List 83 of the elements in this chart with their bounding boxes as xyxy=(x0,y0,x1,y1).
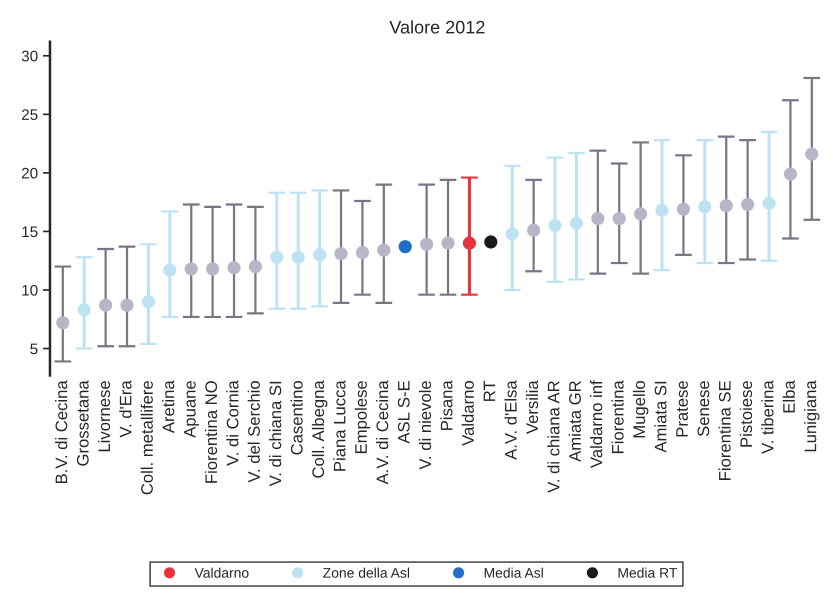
point xyxy=(570,216,584,230)
x-tick-label: V. di chiana AR xyxy=(547,381,560,493)
x-tick-label: Mugello xyxy=(632,381,648,438)
point xyxy=(184,262,198,276)
x-tick-label: Senese xyxy=(698,381,710,436)
point xyxy=(377,244,390,257)
y-tick-label: 10 xyxy=(22,284,38,296)
x-tick-label: Piana Lucca xyxy=(333,380,346,471)
point xyxy=(120,298,134,312)
point xyxy=(612,212,626,226)
point xyxy=(720,199,733,212)
x-tick-label: Pisana xyxy=(440,380,452,430)
x-tick-label: Valdarno inf xyxy=(590,380,602,468)
point xyxy=(292,250,305,264)
point xyxy=(805,148,818,161)
point xyxy=(784,167,798,181)
x-tick-label: Grossetana xyxy=(76,380,89,466)
x-tick-label: Valdarno xyxy=(462,381,474,446)
point xyxy=(698,200,712,214)
y-tick-label: 25 xyxy=(22,109,38,120)
x-tick-label: Aretina xyxy=(162,380,174,434)
point xyxy=(78,303,91,316)
point xyxy=(506,227,519,240)
x-tick-label: Amiata GR xyxy=(568,381,581,462)
x-tick-label: V. di Cornia xyxy=(226,380,238,466)
x-tick-label: Livornese xyxy=(98,381,110,452)
x-tick-label: V. d'Era xyxy=(119,380,132,438)
x-tick-label: Fiorentina xyxy=(611,380,624,454)
x-tick-label: RT xyxy=(484,380,496,401)
x-tick-label: Amiata SI xyxy=(654,382,666,453)
point xyxy=(420,238,434,251)
x-tick-label: Versilia xyxy=(526,380,538,434)
y-tick-label: 15 xyxy=(22,226,38,238)
point xyxy=(741,198,754,212)
x-tick-label: ASL S-E xyxy=(398,381,410,444)
legend-label: Zone della Asl xyxy=(323,568,410,578)
point xyxy=(441,236,455,250)
point xyxy=(313,248,326,262)
x-tick-label: Pistoiese xyxy=(740,381,752,447)
point xyxy=(462,236,476,250)
chart-title: Valore 2012 xyxy=(389,20,484,34)
point xyxy=(634,207,648,220)
x-tick-label: V. di nievole xyxy=(418,381,432,470)
legend-label: Media RT xyxy=(618,568,678,578)
y-tick-label: 30 xyxy=(22,50,38,62)
point xyxy=(206,262,220,276)
point xyxy=(56,316,70,330)
point xyxy=(163,263,176,277)
point xyxy=(676,202,690,216)
x-tick-label: Empolese xyxy=(354,381,370,454)
point xyxy=(548,218,562,232)
point xyxy=(398,240,412,254)
x-tick-label: B.V. di Cecina xyxy=(55,380,68,484)
point xyxy=(527,224,540,237)
y-tick-label: 5 xyxy=(30,344,38,354)
x-tick-label: V. del Serchio xyxy=(248,381,260,483)
x-tick-label: Coll. Albegna xyxy=(312,380,328,478)
x-tick-label: Lunigiana xyxy=(804,380,820,452)
point xyxy=(142,295,156,308)
x-tick-label: V. di chiana SI xyxy=(269,382,282,486)
point xyxy=(591,212,604,226)
point xyxy=(655,204,669,217)
x-tick-label: Apuane xyxy=(184,381,199,438)
x-tick-label: A.V. di Cecina xyxy=(376,380,388,484)
y-tick-label: 20 xyxy=(22,168,38,179)
x-tick-label: Fiorentina SE xyxy=(718,381,731,480)
legend-label: Media Asl xyxy=(484,568,543,578)
point xyxy=(270,250,284,264)
point xyxy=(484,235,498,249)
x-tick-label: Pratese xyxy=(676,381,688,436)
point xyxy=(356,246,370,260)
point xyxy=(99,298,112,312)
x-tick-label: Coll. metallifere xyxy=(140,381,153,494)
point xyxy=(334,247,348,260)
x-tick-label: Fiorentina NO xyxy=(204,381,218,483)
point xyxy=(248,260,262,274)
x-tick-label: V. tiberina xyxy=(761,380,774,454)
point xyxy=(227,261,241,274)
x-tick-label: Elba xyxy=(782,380,795,412)
point xyxy=(762,196,776,210)
legend-label: Valdarno xyxy=(194,568,249,578)
x-tick-label: Casentino xyxy=(290,381,303,455)
x-tick-label: A.V. d'Elsa xyxy=(504,380,517,460)
